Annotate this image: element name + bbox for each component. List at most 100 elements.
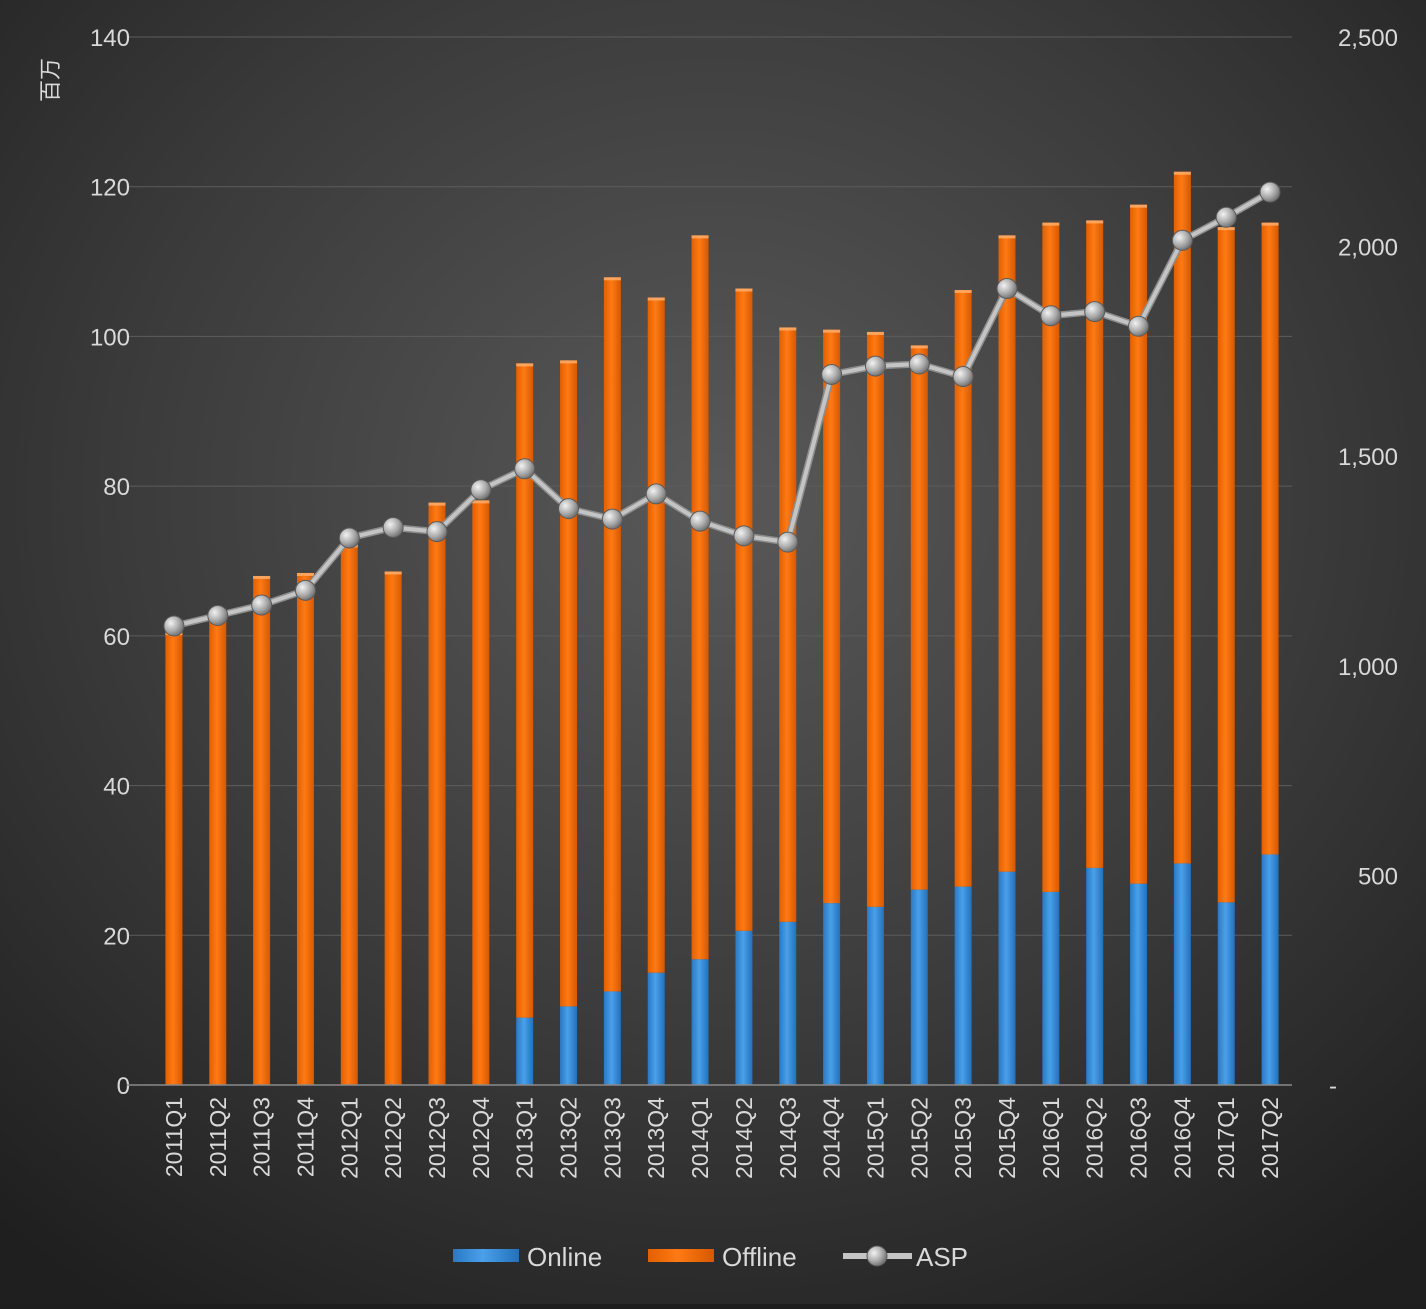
bar-offline	[165, 632, 183, 1085]
bar-offline	[647, 297, 665, 973]
bar-offline-cap	[516, 363, 534, 367]
x-tick-label: 2014Q4	[819, 1097, 845, 1179]
y-left-tick-label: 60	[103, 624, 130, 651]
asp-point	[294, 579, 316, 601]
x-tick-label: 2013Q3	[599, 1097, 625, 1179]
legend-label-online: Online	[527, 1242, 602, 1272]
bar-offline	[1217, 227, 1235, 903]
asp-point	[338, 527, 360, 549]
x-tick-label: 2012Q2	[380, 1097, 406, 1179]
bar-online	[735, 930, 753, 1085]
asp-point	[864, 355, 886, 377]
x-tick-label: 2016Q3	[1126, 1097, 1152, 1179]
x-tick-label: 2012Q3	[424, 1097, 450, 1179]
bar-offline-cap	[560, 360, 578, 364]
asp-point	[470, 479, 492, 501]
asp-point	[601, 508, 623, 530]
asp-point	[1171, 229, 1193, 251]
asp-point	[382, 516, 404, 538]
bar-offline	[998, 235, 1016, 872]
bar-offline	[340, 544, 358, 1085]
x-tick-label: 2015Q3	[950, 1097, 976, 1179]
x-tick-label: 2011Q1	[161, 1097, 187, 1177]
bar-offline	[384, 571, 402, 1085]
bar-offline	[823, 329, 841, 904]
y-left-tick-label: 0	[117, 1073, 130, 1100]
y-right-tick-label: 2,500	[1338, 25, 1398, 52]
bar-offline	[603, 277, 621, 992]
asp-point	[251, 594, 273, 616]
y-left-tick-label: 40	[103, 774, 130, 801]
y-right-tick-label: 500	[1358, 863, 1398, 890]
bar-online	[560, 1006, 578, 1085]
y-axis-right: - 500 1,000 1,500 2,000 2,500	[1329, 25, 1398, 1100]
bar-offline-cap	[472, 500, 490, 504]
asp-point	[1084, 301, 1106, 323]
bar-online	[998, 871, 1016, 1085]
x-tick-label: 2016Q2	[1082, 1097, 1108, 1179]
bar-offline-cap	[603, 277, 621, 281]
x-tick-label: 2015Q4	[994, 1097, 1020, 1179]
bar-offline-cap	[954, 290, 972, 294]
bar-offline-cap	[647, 297, 665, 301]
asp-point	[1215, 206, 1237, 228]
bar-online	[647, 972, 665, 1085]
bar-offline-cap	[1173, 171, 1191, 175]
asp-point	[207, 604, 229, 626]
bar-offline	[253, 575, 271, 1085]
bar-offline	[296, 572, 314, 1085]
y-right-tick-label: 2,000	[1338, 235, 1398, 262]
x-tick-label: 2011Q3	[249, 1097, 275, 1177]
bar-offline	[1130, 204, 1148, 884]
bar-offline	[954, 290, 972, 887]
asp-point	[514, 458, 536, 480]
bar-series	[165, 171, 1279, 1085]
asp-line-series	[163, 181, 1281, 637]
bar-offline-cap	[735, 288, 753, 292]
y-right-tick-label: -	[1329, 1073, 1337, 1100]
bar-online	[516, 1017, 534, 1085]
bar-offline	[691, 235, 709, 960]
y-left-tick-label: 120	[90, 175, 130, 202]
asp-point	[908, 353, 930, 375]
x-tick-label: 2014Q1	[687, 1097, 713, 1179]
y-left-tick-label: 140	[90, 25, 130, 52]
legend: Online Offline ASP	[453, 1242, 968, 1272]
y-left-tick-label: 20	[103, 923, 130, 950]
legend-swatch-offline	[648, 1249, 714, 1262]
asp-point	[821, 363, 843, 385]
asp-point	[645, 483, 667, 505]
bar-offline	[1086, 220, 1104, 868]
x-tick-label: 2015Q1	[862, 1097, 888, 1179]
x-tick-label: 2014Q3	[775, 1097, 801, 1179]
bar-offline-cap	[866, 331, 884, 335]
bar-offline-cap	[1086, 220, 1104, 224]
x-tick-label: 2013Q4	[643, 1097, 669, 1179]
bar-offline	[910, 345, 928, 890]
bar-offline	[1173, 171, 1191, 864]
gridlines	[127, 36, 1292, 936]
asp-point	[1128, 315, 1150, 337]
bar-offline-cap	[253, 575, 271, 579]
bar-online	[1130, 883, 1148, 1085]
bar-online	[691, 959, 709, 1085]
bar-offline-cap	[1217, 227, 1235, 231]
bar-offline	[472, 500, 490, 1085]
y-axis-left: 0 20 40 60 80 100 120 140	[90, 25, 130, 1100]
x-tick-label: 2016Q4	[1169, 1097, 1195, 1179]
asp-point	[1040, 305, 1062, 327]
x-tick-label: 2016Q1	[1038, 1097, 1064, 1179]
legend-label-offline: Offline	[722, 1242, 797, 1272]
bar-offline-cap	[1130, 204, 1148, 208]
bar-online	[866, 906, 884, 1085]
asp-point	[777, 531, 799, 553]
y-right-tick-label: 1,500	[1338, 444, 1398, 471]
asp-point	[426, 521, 448, 543]
x-tick-label: 2013Q2	[556, 1097, 582, 1179]
x-tick-label: 2012Q4	[468, 1097, 494, 1179]
x-tick-label: 2015Q2	[906, 1097, 932, 1179]
bar-offline-cap	[998, 235, 1016, 239]
asp-point	[558, 498, 580, 520]
